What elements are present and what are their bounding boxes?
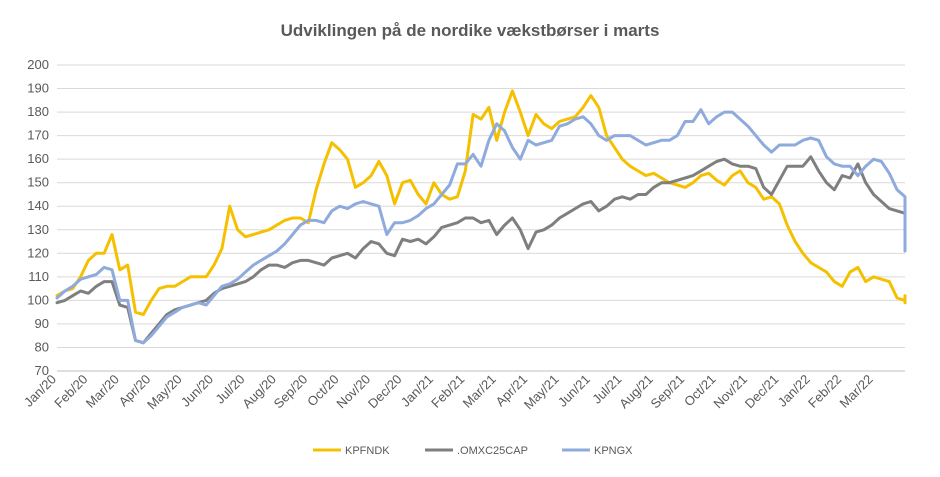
legend-label-kpngx: KPNGX <box>594 445 633 457</box>
y-tick-label: 180 <box>27 104 49 119</box>
y-tick-label: 110 <box>28 269 49 284</box>
x-tick-label: Mar/20 <box>83 372 122 411</box>
legend: KPFNDK .OMXC25CAP KPNGX <box>313 445 633 457</box>
x-tick-label: May/20 <box>144 372 185 413</box>
legend-label-kpfndk: KPFNDK <box>345 445 390 457</box>
x-tick-label: Feb/20 <box>51 372 90 411</box>
series-line-kpngx <box>55 108 907 345</box>
x-tick-label: Mar/22 <box>836 372 875 411</box>
y-tick-label: 120 <box>27 245 49 260</box>
y-tick-label: 150 <box>27 175 49 190</box>
y-axis-tick-labels: 70 80 90 100 110 120 130 140 150 160 170 180 190 200 <box>27 57 49 378</box>
series-lines <box>55 89 907 345</box>
y-tick-label: 130 <box>27 222 49 237</box>
x-tick-label: Dec/20 <box>365 372 405 412</box>
x-tick-label: Jan/21 <box>398 372 436 410</box>
x-tick-label: Sep/20 <box>271 372 311 412</box>
chart-title: Udviklingen på de nordike vækstbørser i … <box>281 21 660 40</box>
y-tick-label: 90 <box>35 316 49 331</box>
x-tick-label: Feb/21 <box>428 372 467 411</box>
x-tick-label: Feb/22 <box>805 372 844 411</box>
x-tick-label: Jun/20 <box>178 372 216 410</box>
legend-item-kpngx: KPNGX <box>562 445 633 457</box>
y-tick-label: 100 <box>27 292 49 307</box>
y-tick-label: 160 <box>27 151 49 166</box>
y-tick-label: 170 <box>27 128 49 143</box>
x-tick-label: Nov/21 <box>710 372 750 412</box>
x-tick-label: Mar/21 <box>460 372 499 411</box>
y-tick-label: 190 <box>27 81 49 96</box>
x-tick-label: Aug/20 <box>239 372 279 412</box>
legend-item-omxc25cap: .OMXC25CAP <box>425 445 528 457</box>
legend-item-kpfndk: KPFNDK <box>313 445 390 457</box>
x-tick-label: Jun/21 <box>555 372 593 410</box>
x-axis-tick-labels: Jan/20Feb/20Mar/20Apr/20May/20Jun/20Jul/… <box>21 372 876 413</box>
x-tick-label: Dec/21 <box>742 372 782 412</box>
x-tick-label: Aug/21 <box>616 372 656 412</box>
x-tick-label: Sep/21 <box>648 372 688 412</box>
x-tick-label: Jan/22 <box>775 372 813 410</box>
x-tick-label: Nov/20 <box>333 372 373 412</box>
y-tick-label: 70 <box>35 363 49 378</box>
series-line-omxc25cap <box>55 155 907 345</box>
x-tick-label: May/21 <box>521 372 562 413</box>
series-line-kpfndk <box>55 89 907 316</box>
y-tick-label: 80 <box>35 339 49 354</box>
y-tick-label: 140 <box>27 198 49 213</box>
gridlines <box>57 64 905 348</box>
legend-label-omxc25cap: .OMXC25CAP <box>457 445 528 457</box>
y-tick-label: 200 <box>27 57 49 72</box>
